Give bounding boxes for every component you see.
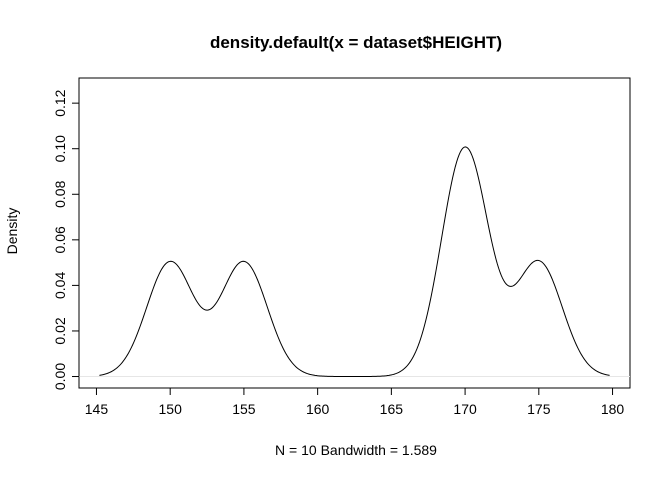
x-axis-label: N = 10 Bandwidth = 1.589 [275, 442, 437, 458]
y-tick-label: 0.12 [52, 89, 68, 116]
x-tick-label: 145 [85, 401, 109, 417]
y-tick-label: 0.08 [52, 180, 68, 207]
y-tick-label: 0.06 [52, 226, 68, 253]
x-tick-label: 150 [159, 401, 183, 417]
x-tick-label: 175 [527, 401, 551, 417]
y-tick-label: 0.04 [52, 272, 68, 299]
y-axis: 0.00 0.02 0.04 0.06 0.08 0.10 0.12 [52, 89, 80, 390]
chart-title: density.default(x = dataset$HEIGHT) [210, 33, 502, 52]
x-axis: 145 150 155 160 165 170 175 180 [85, 387, 625, 417]
plot-box [78, 77, 631, 389]
density-curve [99, 146, 610, 378]
y-tick-label: 0.00 [52, 363, 68, 390]
y-tick-label: 0.02 [52, 317, 68, 344]
x-tick-label: 170 [453, 401, 477, 417]
x-tick-label: 155 [232, 401, 256, 417]
y-tick-label: 0.10 [52, 135, 68, 162]
x-tick-label: 180 [601, 401, 625, 417]
x-tick-label: 160 [306, 401, 330, 417]
x-tick-label: 165 [380, 401, 404, 417]
y-axis-label: Density [4, 208, 20, 255]
